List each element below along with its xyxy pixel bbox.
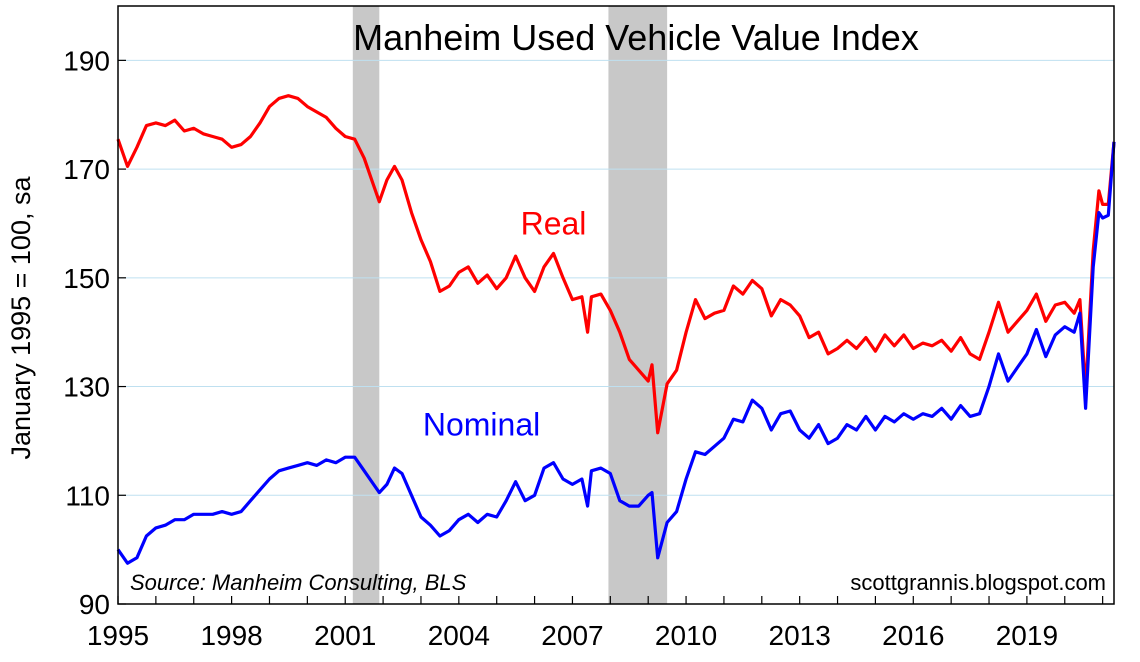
x-tick-label: 2007 <box>541 620 603 651</box>
x-tick-label: 1995 <box>87 620 149 651</box>
recession-bands <box>352 6 668 604</box>
y-tick-label: 110 <box>65 480 110 511</box>
y-tick-label: 150 <box>63 263 110 294</box>
y-tick-label: 90 <box>79 589 110 620</box>
y-tick-label: 190 <box>63 45 110 76</box>
x-tick-label: 1998 <box>200 620 262 651</box>
source-note: Source: Manheim Consulting, BLS <box>130 570 467 595</box>
x-tick-label: 2013 <box>769 620 831 651</box>
x-tick-label: 2010 <box>655 620 717 651</box>
chart-title: Manheim Used Vehicle Value Index <box>353 17 919 58</box>
series-line-real <box>116 94 1116 435</box>
series-line-nominal <box>116 141 1116 565</box>
recession-band <box>608 6 668 604</box>
gridlines <box>118 59 1114 496</box>
y-tick-label: 170 <box>63 154 110 185</box>
x-tick-label: 2019 <box>996 620 1058 651</box>
series-lines <box>116 94 1116 565</box>
credit-note: scottgrannis.blogspot.com <box>850 570 1106 595</box>
series-label-real: Real <box>521 205 587 241</box>
x-tick-label: 2004 <box>428 620 490 651</box>
x-tick-label: 2001 <box>314 620 376 651</box>
plot-frame <box>117 5 1115 605</box>
y-axis-label: January 1995 = 100, sa <box>6 176 36 460</box>
y-tick-label: 130 <box>63 372 110 403</box>
series-label-nominal: Nominal <box>423 406 540 442</box>
x-axis-ticks: 1995 1998 2001 2004 2007 2010 2013 2016 2019 <box>87 596 1104 651</box>
x-tick-label: 2016 <box>882 620 944 651</box>
y-axis-ticks: 90 110 130 150 170 190 <box>63 45 126 620</box>
recession-band <box>352 6 380 604</box>
